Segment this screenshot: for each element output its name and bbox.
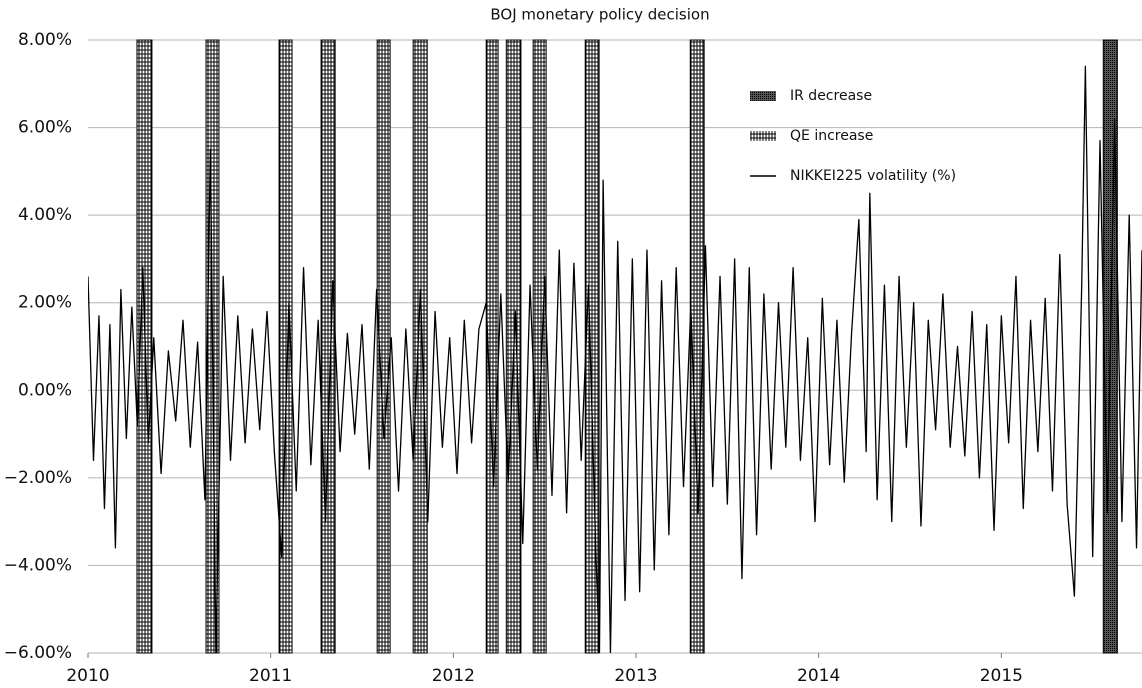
legend-label: QE increase <box>790 128 873 144</box>
x-tick-label: 2015 <box>980 666 1023 686</box>
x-tick-label: 2011 <box>249 666 292 686</box>
y-tick-label: 2.00% <box>18 293 72 313</box>
x-tick-label: 2014 <box>797 666 840 686</box>
policy-band <box>136 39 153 654</box>
policy-band <box>278 39 293 654</box>
policy-band <box>689 39 705 654</box>
y-tick-label: 6.00% <box>18 118 72 138</box>
legend-label: IR decrease <box>790 88 872 104</box>
legend-swatch <box>750 131 776 141</box>
policy-band <box>412 39 428 654</box>
legend-label: NIKKEI225 volatility (%) <box>790 168 956 184</box>
x-tick-label: 2010 <box>66 666 109 686</box>
legend-swatch <box>750 91 776 101</box>
x-tick-label: 2013 <box>614 666 657 686</box>
policy-band <box>532 39 547 654</box>
policy-band <box>485 39 499 654</box>
volatility-line <box>88 65 1142 653</box>
policy-band <box>584 39 600 654</box>
y-tick-label: 4.00% <box>18 205 72 225</box>
chart-title: BOJ monetary policy decision <box>490 6 709 24</box>
y-tick-label: −2.00% <box>4 468 72 488</box>
policy-band <box>320 39 336 654</box>
y-tick-label: −4.00% <box>4 555 72 575</box>
x-tick-label: 2012 <box>432 666 475 686</box>
y-tick-label: −6.00% <box>4 643 72 663</box>
y-tick-label: 0.00% <box>18 380 72 400</box>
y-tick-label: 8.00% <box>18 30 72 50</box>
